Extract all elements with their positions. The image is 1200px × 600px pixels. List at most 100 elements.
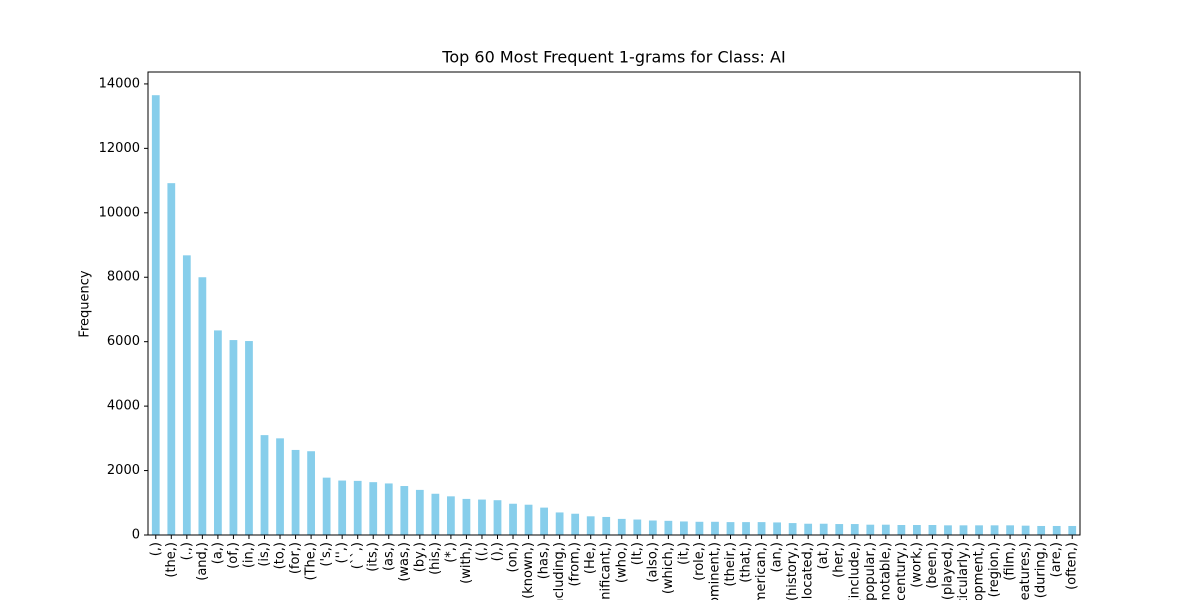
y-tick-label: 6000 xyxy=(107,334,140,349)
x-tick-label: (particularly,) xyxy=(956,542,971,600)
bar xyxy=(633,519,642,535)
x-tick-label: (history,) xyxy=(785,542,800,600)
bar xyxy=(322,477,331,535)
bar xyxy=(338,480,347,535)
x-tick-label: ((,) xyxy=(474,542,489,561)
x-tick-label: (played,) xyxy=(940,542,955,600)
x-tick-label: (He,) xyxy=(583,542,598,574)
bar xyxy=(913,525,921,535)
x-tick-label: (at,) xyxy=(816,542,831,569)
x-tick-label: (to,) xyxy=(273,542,288,569)
y-tick-label: 12000 xyxy=(99,141,140,156)
x-tick-label: (which,) xyxy=(661,542,676,594)
x-tick-label: (film,) xyxy=(1003,542,1018,581)
bar xyxy=(462,498,471,535)
bar xyxy=(509,503,517,535)
bar xyxy=(944,525,952,535)
x-tick-label: (in,) xyxy=(241,542,256,568)
x-tick-label: (notable,) xyxy=(878,542,893,600)
x-tick-label: (region,) xyxy=(987,542,1002,597)
x-tick-label: (is,) xyxy=(257,542,272,567)
x-tick-label: (the,) xyxy=(164,542,179,578)
bar xyxy=(680,521,688,535)
bar xyxy=(1006,525,1014,535)
x-tick-label: (a,) xyxy=(210,542,225,564)
x-tick-label: (an,) xyxy=(770,542,785,572)
bar xyxy=(478,499,486,535)
bar xyxy=(648,520,657,535)
x-tick-label: (role,) xyxy=(692,542,707,581)
bar xyxy=(819,523,828,535)
bar xyxy=(555,512,564,535)
y-tick-label: 10000 xyxy=(99,205,140,220)
bar xyxy=(757,522,766,535)
x-tick-label: (who,) xyxy=(614,542,629,583)
bar xyxy=(617,518,626,535)
x-tick-label: (American,) xyxy=(754,542,769,600)
bar xyxy=(897,525,906,535)
y-tick-label: 8000 xyxy=(107,270,140,285)
y-tick-label: 14000 xyxy=(99,76,140,91)
bar xyxy=(990,525,999,535)
bar xyxy=(214,330,222,535)
bar xyxy=(695,521,704,535)
bar xyxy=(540,507,548,535)
bar xyxy=(804,523,813,535)
bar xyxy=(773,522,781,535)
bar xyxy=(586,516,595,535)
bar xyxy=(415,489,424,535)
bar xyxy=(182,255,191,536)
x-tick-label: (work,) xyxy=(909,542,924,588)
x-tick-label: (The,) xyxy=(304,542,319,580)
bar xyxy=(788,523,797,535)
x-tick-label: (from,) xyxy=(568,542,583,587)
bar xyxy=(353,480,362,535)
x-tick-label: (development,) xyxy=(972,542,987,600)
bar xyxy=(151,95,160,535)
x-tick-label: (their,) xyxy=(723,542,738,587)
bar xyxy=(260,435,269,535)
x-tick-label: (including,) xyxy=(552,542,567,600)
bar xyxy=(198,277,207,535)
y-axis-label: Frequency xyxy=(78,270,93,337)
bar xyxy=(493,500,502,535)
bar xyxy=(711,521,719,535)
x-tick-label: (and,) xyxy=(195,542,210,581)
x-tick-label: ('',) xyxy=(335,542,350,563)
bar xyxy=(276,438,284,535)
x-tick-label: (it,) xyxy=(676,542,691,565)
x-tick-label: (significant,) xyxy=(599,542,614,600)
bar xyxy=(1068,525,1077,535)
x-tick-label: (has,) xyxy=(537,542,552,579)
x-tick-label: (been,) xyxy=(925,542,940,589)
x-tick-label: (as,) xyxy=(381,542,396,571)
x-tick-label: (on,) xyxy=(506,542,521,572)
bar xyxy=(742,522,750,535)
x-tick-label: (century,) xyxy=(894,542,909,600)
bar xyxy=(167,183,176,535)
bar xyxy=(400,486,409,535)
x-tick-label: (.,) xyxy=(179,542,194,560)
x-tick-label: (with,) xyxy=(459,542,474,584)
bar xyxy=(291,449,300,535)
bar xyxy=(866,524,875,535)
x-tick-label: (are,) xyxy=(1049,542,1064,577)
bar xyxy=(1037,525,1046,535)
x-tick-label: (that,) xyxy=(739,542,754,583)
x-tick-label: (located,) xyxy=(801,542,816,600)
bar xyxy=(524,504,533,535)
bar xyxy=(602,516,611,535)
x-tick-label: (),) xyxy=(490,542,505,561)
bar xyxy=(307,451,315,535)
x-tick-label: (by,) xyxy=(412,542,427,572)
x-tick-label: (popular,) xyxy=(863,542,878,600)
bar xyxy=(1021,525,1030,535)
x-tick-label: (also,) xyxy=(645,542,660,583)
x-tick-label: (of,) xyxy=(226,542,241,569)
bar xyxy=(959,525,968,535)
x-tick-label: (,) xyxy=(148,542,163,556)
bar xyxy=(369,482,378,535)
